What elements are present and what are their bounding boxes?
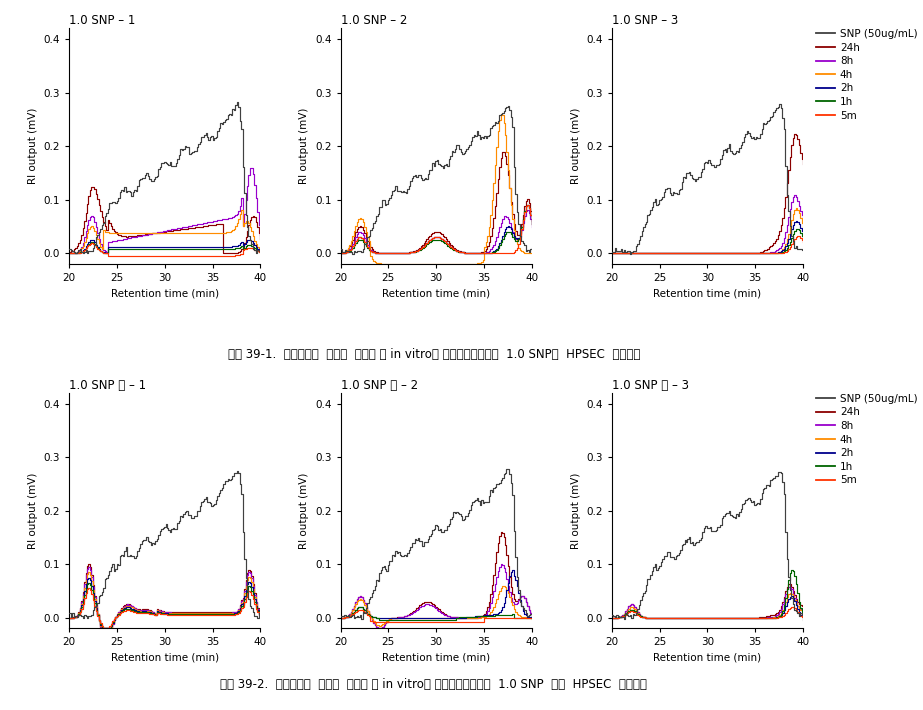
Y-axis label: RI output (mV): RI output (mV) (570, 473, 581, 549)
X-axis label: Retention time (min): Retention time (min) (653, 653, 761, 663)
Y-axis label: RI output (mV): RI output (mV) (28, 473, 38, 549)
X-axis label: Retention time (min): Retention time (min) (111, 653, 219, 663)
X-axis label: Retention time (min): Retention time (min) (111, 288, 219, 298)
X-axis label: Retention time (min): Retention time (min) (382, 288, 490, 298)
Text: 1.0 SNP ⓝ – 2: 1.0 SNP ⓝ – 2 (341, 379, 418, 392)
Legend: SNP (50ug/mL), 24h, 8h, 4h, 2h, 1h, 5m: SNP (50ug/mL), 24h, 8h, 4h, 2h, 1h, 5m (816, 393, 917, 486)
Text: 1.0 SNP ⓝ – 3: 1.0 SNP ⓝ – 3 (612, 379, 689, 392)
Text: 1.0 SNP – 1: 1.0 SNP – 1 (69, 14, 136, 27)
Text: 그림 39-1.  멘브레인을  이용한  생체외 （ in vitro） 피부흥수시험에서  1.0 SNP의  HPSEC  분석결과: 그림 39-1. 멘브레인을 이용한 생체외 （ in vitro） 피부흥수시… (228, 348, 640, 361)
Y-axis label: RI output (mV): RI output (mV) (299, 473, 309, 549)
Text: 1.0 SNP ⓝ – 1: 1.0 SNP ⓝ – 1 (69, 379, 147, 392)
Text: 1.0 SNP – 2: 1.0 SNP – 2 (341, 14, 407, 27)
Y-axis label: RI output (mV): RI output (mV) (570, 108, 581, 184)
X-axis label: Retention time (min): Retention time (min) (653, 288, 761, 298)
Y-axis label: RI output (mV): RI output (mV) (28, 108, 38, 184)
Legend: SNP (50ug/mL), 24h, 8h, 4h, 2h, 1h, 5m: SNP (50ug/mL), 24h, 8h, 4h, 2h, 1h, 5m (816, 29, 917, 121)
Text: 그림 39-2.  멘브레인을  이용한  생체외 （ in vitro） 피부흥수시험에서  1.0 SNP  ⓝ의  HPSEC  분석결과: 그림 39-2. 멘브레인을 이용한 생체외 （ in vitro） 피부흥수시… (221, 678, 647, 691)
Y-axis label: RI output (mV): RI output (mV) (299, 108, 309, 184)
X-axis label: Retention time (min): Retention time (min) (382, 653, 490, 663)
Text: 1.0 SNP – 3: 1.0 SNP – 3 (612, 14, 678, 27)
